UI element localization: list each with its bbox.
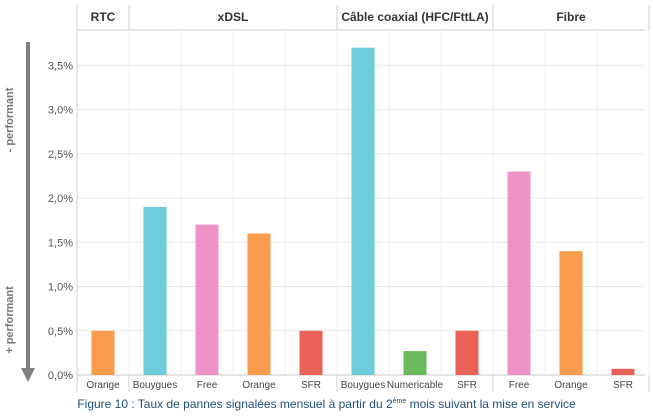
y-tick-label: 3,5% bbox=[48, 60, 73, 72]
x-tick-label: Orange bbox=[554, 380, 588, 391]
y-tick-label: 2,0% bbox=[48, 193, 73, 205]
group-header-label: xDSL bbox=[218, 10, 249, 24]
bar-xdsl-bouygues bbox=[143, 206, 167, 375]
y-tick-label: 2,5% bbox=[48, 149, 73, 161]
x-tick-label: Orange bbox=[242, 380, 276, 391]
group-header-label: Fibre bbox=[556, 10, 586, 24]
caption-superscript: ème bbox=[392, 398, 407, 405]
figure-caption: Figure 10 : Taux de pannes signalées men… bbox=[0, 397, 653, 411]
bar-câble-bouygues bbox=[351, 47, 375, 375]
x-tick-label: SFR bbox=[301, 380, 321, 391]
bar-câble-sfr bbox=[455, 330, 479, 375]
x-tick-label: Numericable bbox=[387, 380, 444, 391]
performance-arrow-head bbox=[21, 368, 35, 382]
caption-text: Figure 10 : Taux de pannes signalées men… bbox=[77, 397, 393, 411]
x-tick-label: Orange bbox=[86, 380, 120, 391]
y-tick-label: 3,0% bbox=[48, 105, 73, 117]
bar-xdsl-free bbox=[195, 224, 219, 375]
bar-fibre-sfr bbox=[611, 368, 635, 375]
bar-rtc-orange bbox=[91, 330, 115, 375]
y-tick-label: 1,0% bbox=[48, 282, 73, 294]
bar-fibre-orange bbox=[559, 251, 583, 375]
x-tick-label: Free bbox=[509, 380, 530, 391]
x-tick-label: Bouygues bbox=[133, 380, 177, 391]
x-tick-label: SFR bbox=[613, 380, 633, 391]
x-tick-label: Bouygues bbox=[341, 380, 385, 391]
x-tick-label: SFR bbox=[457, 380, 477, 391]
bar-câble-numericable bbox=[403, 351, 427, 375]
group-header-label: RTC bbox=[91, 10, 116, 24]
annotation-less-performant: - performant bbox=[4, 87, 16, 152]
y-tick-label: 1,5% bbox=[48, 237, 73, 249]
bar-xdsl-orange bbox=[247, 233, 271, 375]
annotation-more-performant: + performant bbox=[4, 286, 16, 354]
bar-xdsl-sfr bbox=[299, 330, 323, 375]
x-tick-label: Free bbox=[197, 380, 218, 391]
group-header-label: Câble coaxial (HFC/FttLA) bbox=[341, 10, 488, 24]
caption-text-end: mois suivant la mise en service bbox=[406, 397, 576, 411]
bar-fibre-free bbox=[507, 171, 531, 375]
y-tick-label: 0,0% bbox=[48, 370, 73, 382]
y-tick-label: 0,5% bbox=[48, 326, 73, 338]
